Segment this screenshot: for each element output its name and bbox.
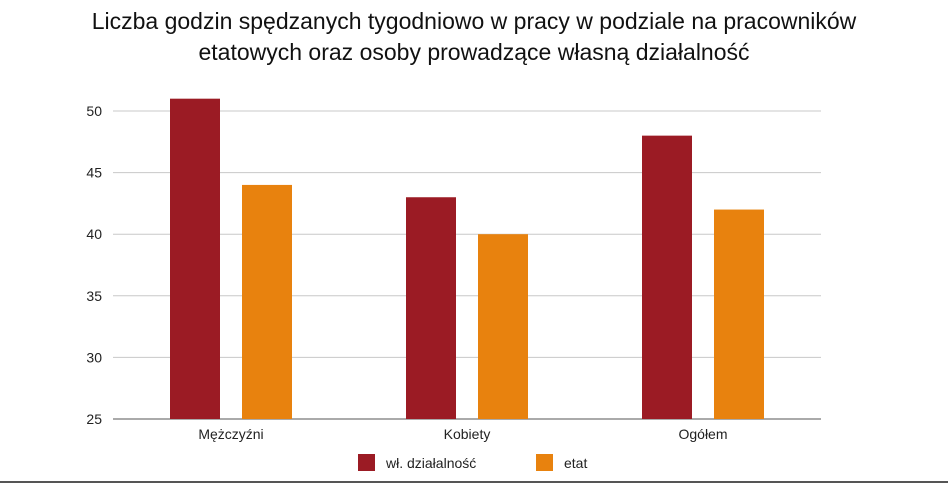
- x-tick-label: Ogółem: [678, 426, 727, 442]
- y-tick-label: 35: [86, 288, 102, 304]
- y-tick-label: 40: [86, 226, 102, 242]
- bar: [642, 135, 692, 419]
- legend-label: wł. działalność: [385, 455, 476, 471]
- chart-title-line-1: Liczba godzin spędzanych tygodniowo w pr…: [91, 8, 857, 34]
- x-tick-label: Kobiety: [444, 426, 491, 442]
- y-tick-label: 50: [86, 103, 102, 119]
- bar: [478, 234, 528, 419]
- y-tick-label: 30: [86, 349, 102, 365]
- bar: [242, 184, 292, 419]
- x-tick-label: Mężczyźni: [198, 426, 263, 442]
- y-tick-label: 25: [86, 411, 102, 427]
- legend-swatch: [536, 454, 553, 471]
- bar: [714, 209, 764, 419]
- bottom-border: [0, 481, 948, 483]
- bar: [170, 98, 220, 420]
- chart-title-line-2: etatowych oraz osoby prowadzące własną d…: [198, 39, 750, 65]
- legend-label: etat: [564, 455, 587, 471]
- bar: [406, 197, 456, 419]
- y-tick-label: 45: [86, 165, 102, 181]
- legend-swatch: [358, 454, 375, 471]
- chart-title: Liczba godzin spędzanych tygodniowo w pr…: [0, 6, 948, 68]
